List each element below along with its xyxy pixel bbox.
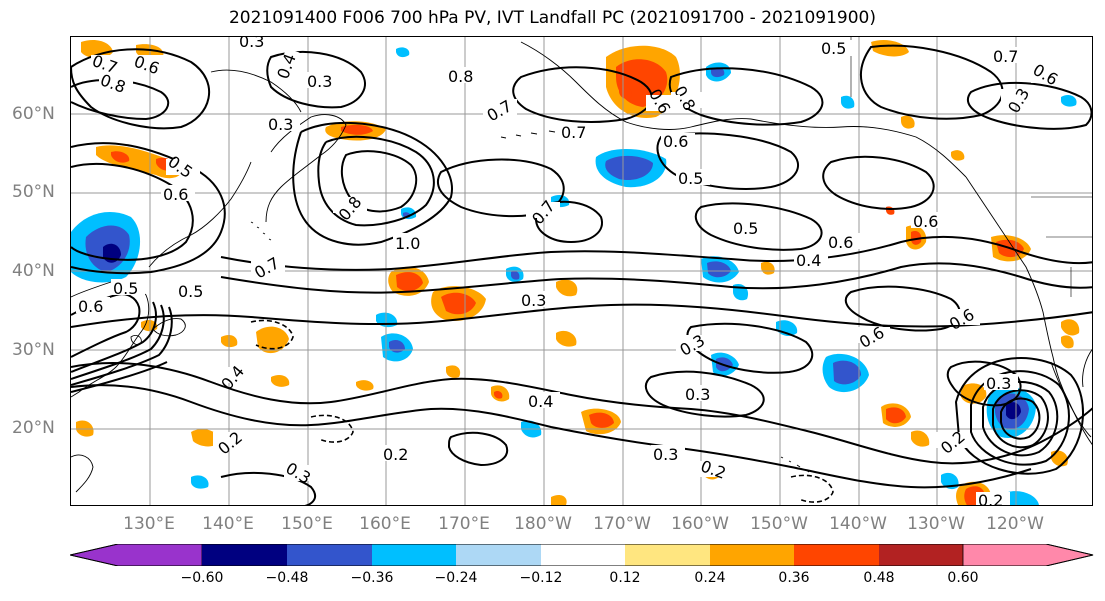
contour-label: 0.4 <box>217 362 248 394</box>
lon-label-170e: 170°E <box>438 514 490 534</box>
colorbar-swatch <box>202 544 287 566</box>
contour-label: 0.7 <box>561 123 586 142</box>
colorbar-tick-label: −0.36 <box>350 570 394 586</box>
lat-label-60n: 60°N <box>12 104 55 124</box>
lon-label-150w: 150°W <box>750 514 808 534</box>
contour-label: 0.8 <box>448 67 473 86</box>
colorbar-tick-label: 0.48 <box>863 570 895 586</box>
contour-label: 0.3 <box>653 445 678 464</box>
colorbar-svg <box>69 543 1094 570</box>
contour-label: 0.7 <box>993 47 1018 66</box>
contour-label: 0.5 <box>821 39 846 58</box>
lon-label-180w: 180°W <box>514 514 572 534</box>
coastlines <box>71 37 1092 493</box>
colorbar-extend-min <box>69 543 203 567</box>
contour-label: 0.5 <box>178 282 203 301</box>
contour-label: 0.6 <box>913 212 938 231</box>
contour-label: 0.2 <box>937 427 969 458</box>
lon-label-140w: 140°W <box>829 514 887 534</box>
lon-label-170w: 170°W <box>593 514 651 534</box>
contour-label: 0.5 <box>113 279 138 298</box>
lon-label-160w: 160°W <box>671 514 729 534</box>
contour-label: 1.0 <box>395 234 420 253</box>
contour-label: 0.2 <box>383 445 408 464</box>
pv-dashed-contours <box>250 319 834 503</box>
contour-label: 0.5 <box>733 219 758 238</box>
colorbar-swatch <box>541 544 625 566</box>
colorbar-swatch <box>287 544 372 566</box>
contour-label: 0.6 <box>163 185 188 204</box>
map-panel: 0.3 0.4 0.3 0.5 0.7 0.7 0.6 0.8 0.8 0.3 … <box>70 36 1093 506</box>
contour-label: 0.2 <box>698 456 728 483</box>
colorbar-tick-label: 0.24 <box>694 570 726 586</box>
contour-label: 0.3 <box>283 459 315 488</box>
lat-label-50n: 50°N <box>12 182 55 202</box>
colorbar <box>69 543 1094 570</box>
contour-labels: 0.3 0.4 0.3 0.5 0.7 0.7 0.6 0.8 0.8 0.3 … <box>76 37 1065 506</box>
colorbar-tick-label: −0.24 <box>434 570 478 586</box>
colorbar-swatch <box>710 544 794 566</box>
contour-label: 0.4 <box>796 251 821 270</box>
lon-label-130e: 130°E <box>123 514 175 534</box>
lon-label-150e: 150°E <box>281 514 333 534</box>
contour-label: 0.6 <box>663 132 688 151</box>
colorbar-swatch <box>879 544 963 566</box>
contour-label: 0.8 <box>98 70 128 97</box>
lat-label-30n: 30°N <box>12 340 55 360</box>
colorbar-tick-label: 0.12 <box>609 570 641 586</box>
colorbar-tick-label: 0.36 <box>778 570 810 586</box>
contour-label: 0.6 <box>78 297 103 316</box>
contour-label: 0.3 <box>239 37 264 51</box>
colorbar-swatch <box>625 544 710 566</box>
lat-label-40n: 40°N <box>12 261 55 281</box>
lon-label-160e: 160°E <box>359 514 411 534</box>
graticule <box>71 37 1092 505</box>
lat-label-20n: 20°N <box>12 418 55 438</box>
contour-label: 0.3 <box>307 72 332 91</box>
contour-label: 0.6 <box>828 233 853 252</box>
colorbar-extend-max <box>962 543 1094 567</box>
contour-label: 0.3 <box>268 115 293 134</box>
contour-label: 0.3 <box>685 385 710 404</box>
colorbar-tick-label: −0.12 <box>519 570 563 586</box>
colorbar-swatch <box>794 544 879 566</box>
colorbar-swatch <box>456 544 541 566</box>
pv-contours <box>71 44 1092 505</box>
lon-label-120w: 120°W <box>986 514 1044 534</box>
colorbar-tick-label: 0.60 <box>947 570 979 586</box>
contour-label: 0.5 <box>678 169 703 188</box>
colorbar-tick-label: −0.48 <box>265 570 309 586</box>
contour-label: 0.2 <box>978 491 1003 506</box>
colorbar-swatch <box>372 544 456 566</box>
lon-label-130w: 130°W <box>907 514 965 534</box>
map-canvas: 0.3 0.4 0.3 0.5 0.7 0.7 0.6 0.8 0.8 0.3 … <box>71 37 1092 506</box>
map-title: 2021091400 F006 700 hPa PV, IVT Landfall… <box>228 8 876 28</box>
contour-label: 0.3 <box>986 374 1011 393</box>
contour-label: 0.4 <box>528 392 553 411</box>
lon-label-140e: 140°E <box>202 514 254 534</box>
colorbar-tick-label: −0.60 <box>180 570 224 586</box>
contour-label: 0.3 <box>521 291 546 310</box>
